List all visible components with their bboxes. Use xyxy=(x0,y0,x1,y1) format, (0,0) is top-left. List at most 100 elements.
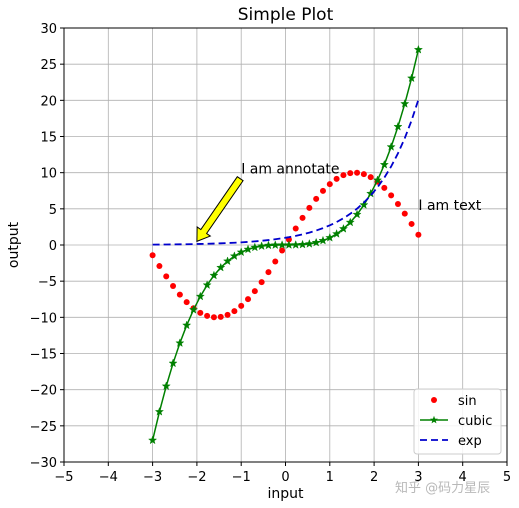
sin-point xyxy=(197,309,204,316)
sin-point xyxy=(265,269,272,276)
cubic-point xyxy=(372,175,383,185)
y-tick-label: 20 xyxy=(40,94,57,109)
x-tick-label: −1 xyxy=(232,470,251,485)
cubic-point xyxy=(393,121,403,131)
exp-line xyxy=(152,99,420,246)
cubic-point xyxy=(229,251,239,260)
cubic-point xyxy=(263,240,274,250)
cubic-point xyxy=(182,320,192,330)
cubic-point xyxy=(297,239,308,249)
text-label: I am text xyxy=(418,198,481,214)
sin-point xyxy=(231,308,238,315)
sin-point xyxy=(401,210,408,217)
series-sin xyxy=(149,169,422,321)
sin-point xyxy=(313,195,320,202)
cubic-point xyxy=(359,200,369,209)
x-tick-label: 4 xyxy=(459,470,467,485)
y-tick-label: 30 xyxy=(40,22,57,37)
legend-box xyxy=(413,388,502,455)
cubic-point xyxy=(250,242,260,252)
series-cubic xyxy=(148,44,423,445)
cubic-point xyxy=(161,381,171,391)
cubic-point xyxy=(243,244,253,254)
cubic-point xyxy=(291,240,301,249)
x-tick-label: −2 xyxy=(187,470,206,485)
legend-item-exp: exp xyxy=(420,434,482,449)
cubic-point xyxy=(270,240,280,249)
cubic-point xyxy=(407,73,417,83)
cubic-point xyxy=(413,44,423,54)
x-axis-label: input xyxy=(267,486,304,502)
sin-point xyxy=(347,170,354,177)
cubic-point xyxy=(175,338,185,347)
cubic-point xyxy=(325,233,335,242)
sin-point xyxy=(210,314,217,321)
sin-point xyxy=(224,311,231,318)
legend-item-sin: sin xyxy=(431,394,477,409)
sin-point xyxy=(381,184,388,191)
sin-point xyxy=(258,279,265,286)
legend-marker-cubic xyxy=(430,415,438,424)
sin-point xyxy=(251,288,258,295)
cubic-point xyxy=(304,239,314,248)
legend-item-cubic: cubic xyxy=(420,414,492,429)
cubic-point xyxy=(209,270,219,280)
sin-point xyxy=(326,181,333,188)
legend-label: cubic xyxy=(458,414,492,429)
y-tick-label: −5 xyxy=(38,275,57,290)
sin-point xyxy=(354,169,361,176)
sin-point xyxy=(292,225,299,232)
cubic-point xyxy=(195,291,205,301)
cubic-point xyxy=(400,99,410,108)
cubic-point xyxy=(188,305,199,314)
x-tick-label: −3 xyxy=(143,470,162,485)
cubic-point xyxy=(154,406,164,416)
sin-point xyxy=(367,174,374,181)
axes: −5 −4 −3 −2 −1 0 1 2 3 4 5−30−25−20−15−10−50510152… xyxy=(6,5,511,502)
y-tick-label: 5 xyxy=(49,203,57,218)
sin-point xyxy=(319,187,326,194)
cubic-line xyxy=(151,49,420,441)
sin-point xyxy=(388,192,395,199)
legend: sin cubic exp xyxy=(413,388,502,455)
cubic-point xyxy=(386,142,396,151)
cubic-point xyxy=(379,159,389,169)
sin-point xyxy=(170,283,177,290)
cubic-point xyxy=(236,247,246,257)
sin-point xyxy=(394,200,401,207)
cubic-point xyxy=(148,435,158,445)
annotation-text: I am annotate xyxy=(241,162,339,178)
legend-label: exp xyxy=(458,434,482,449)
y-tick-label: −10 xyxy=(30,311,57,326)
sin-point xyxy=(272,258,279,265)
cubic-point xyxy=(168,358,178,368)
cubic-point xyxy=(352,209,362,219)
y-tick-label: 25 xyxy=(40,58,57,73)
sin-point xyxy=(183,299,190,306)
y-tick-label: 15 xyxy=(40,131,57,146)
sin-point xyxy=(340,172,347,179)
y-tick-label: 10 xyxy=(40,167,57,182)
cubic-point xyxy=(345,217,355,227)
watermark-text: 知乎 @码力星辰 xyxy=(395,480,490,496)
sin-point xyxy=(176,291,183,298)
cubic-point xyxy=(318,235,328,245)
x-tick-label: 1 xyxy=(326,470,334,485)
cubic-point xyxy=(284,240,294,249)
legend-label: sin xyxy=(458,394,477,409)
x-tick-label: 0 xyxy=(281,470,289,485)
y-axis-label: output xyxy=(6,221,22,268)
x-tick-label: −4 xyxy=(99,470,118,485)
x-tick-label: −5 xyxy=(54,470,73,485)
annotation-arrow xyxy=(196,175,244,243)
sin-point xyxy=(415,231,422,238)
cubic-point xyxy=(216,262,226,272)
cubic-point xyxy=(311,237,321,247)
sin-point xyxy=(408,220,415,227)
cubic-point xyxy=(202,280,212,289)
annotations: I am annotate I am text xyxy=(196,162,482,243)
sin-point xyxy=(156,263,163,270)
x-tick-label: 3 xyxy=(414,470,422,485)
sin-point xyxy=(217,313,224,320)
